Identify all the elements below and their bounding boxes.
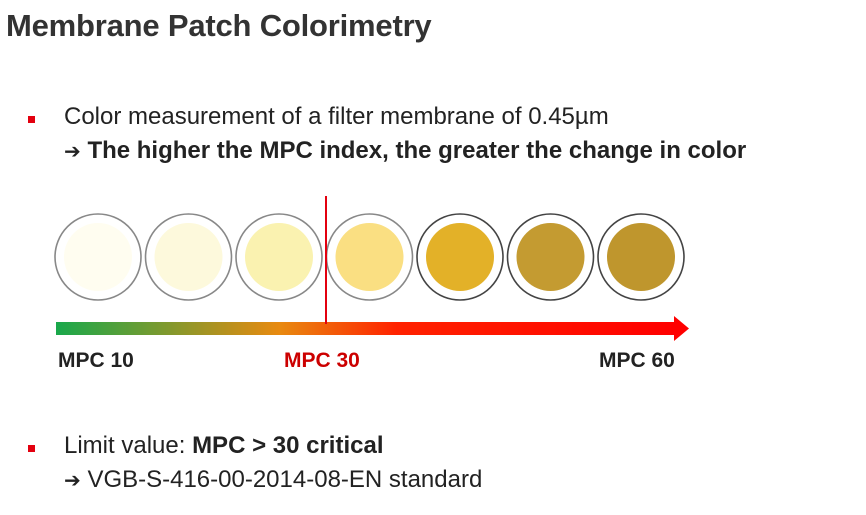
- mpc-color-scale: MPC 10 MPC 30 MPC 60: [0, 190, 866, 380]
- scale-label-mpc30: MPC 30: [284, 349, 360, 372]
- color-patch: [154, 223, 223, 291]
- arrow-head-icon: [674, 316, 689, 341]
- limit-prefix: Limit value:: [64, 432, 193, 459]
- scale-label-mpc60: MPC 60: [599, 349, 675, 372]
- color-patch: [245, 223, 313, 291]
- bullet-text: Color measurement of a filter membrane o…: [64, 103, 609, 130]
- emphasis-text: The higher the MPC index, the greater th…: [87, 137, 747, 164]
- bullet-subline: ➔ The higher the MPC index, the greater …: [64, 137, 746, 165]
- limit-line: Limit value: MPC > 30 critical: [64, 432, 384, 460]
- color-patch: [426, 223, 494, 291]
- color-patch: [335, 223, 404, 291]
- limit-emphasis: MPC > 30 critical: [192, 432, 384, 459]
- mpc-scale-graphic: [54, 196, 689, 341]
- color-patch: [607, 223, 675, 291]
- standard-line: ➔ VGB-S-416-00-2014-08-EN standard: [64, 466, 482, 494]
- bullet-marker: [28, 116, 35, 123]
- color-patch-row: [54, 213, 685, 301]
- color-patch: [64, 223, 132, 291]
- bullet-marker: [28, 445, 35, 452]
- scale-label-mpc10: MPC 10: [58, 349, 134, 372]
- page-title: Membrane Patch Colorimetry: [6, 8, 432, 43]
- color-patch: [516, 223, 585, 291]
- gradient-bar: [56, 322, 676, 335]
- arrow-icon: ➔: [64, 468, 81, 492]
- arrow-icon: ➔: [64, 139, 81, 163]
- standard-text: VGB-S-416-00-2014-08-EN standard: [87, 466, 483, 493]
